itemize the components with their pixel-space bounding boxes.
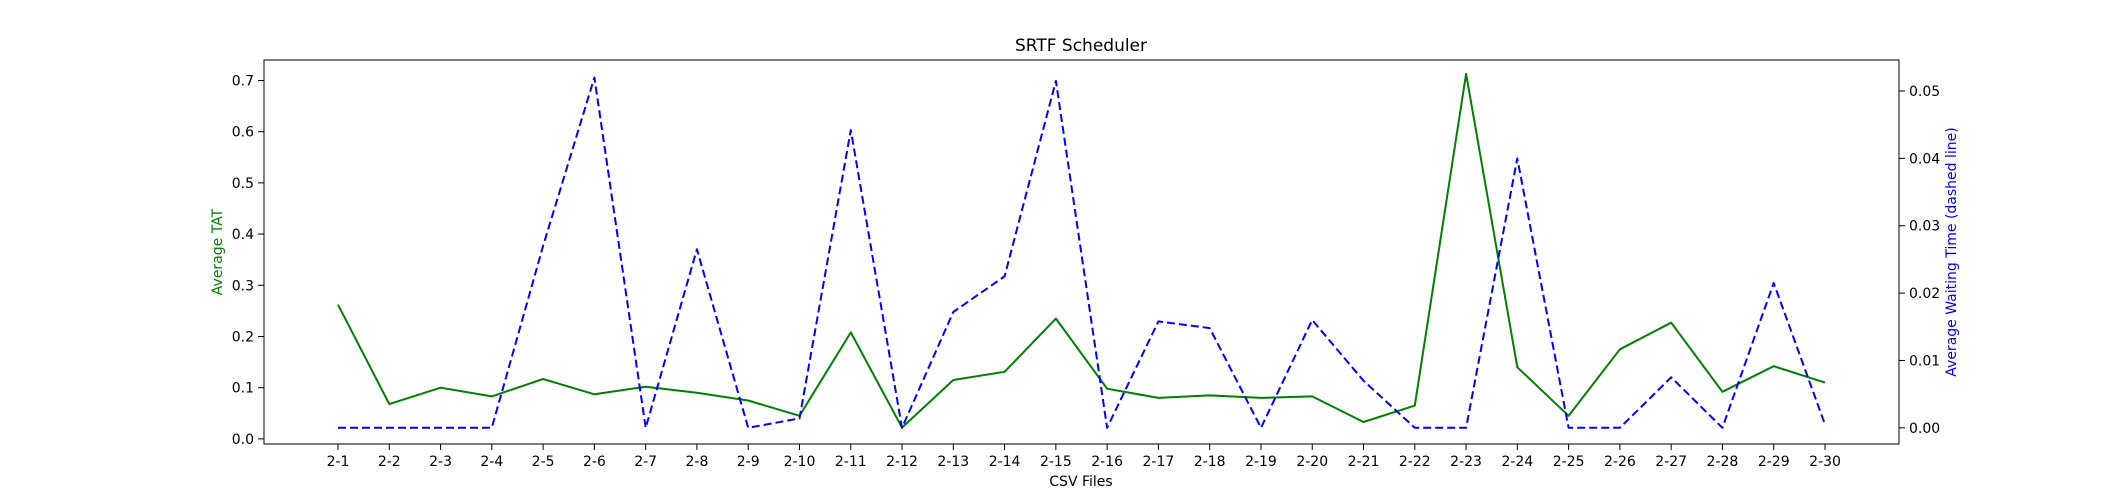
y-axis-right: 0.00 0.01 0.02 0.03 0.04 0.05 xyxy=(1899,84,1940,437)
x-tick-label: 2-17 xyxy=(1143,454,1175,470)
y-tick-left-label: 0.6 xyxy=(232,125,254,141)
x-tick-label: 2-10 xyxy=(784,454,816,470)
y-tick-right-label: 0.04 xyxy=(1909,151,1940,167)
x-tick-label: 2-27 xyxy=(1655,454,1687,470)
y-axis-title-right: Average Waiting Time (dashed line) xyxy=(1944,127,1960,376)
y-tick-right-label: 0.02 xyxy=(1909,286,1940,302)
x-tick-label: 2-6 xyxy=(583,454,606,470)
x-tick-label: 2-2 xyxy=(378,454,401,470)
x-tick-label: 2-30 xyxy=(1809,454,1841,470)
y-tick-right-label: 0.01 xyxy=(1909,353,1940,369)
series-layer xyxy=(337,72,1826,429)
x-tick-label: 2-3 xyxy=(429,454,452,470)
x-tick-label: 2-16 xyxy=(1091,454,1123,470)
y-tick-left-label: 0.3 xyxy=(232,278,254,294)
y-tick-right-label: 0.05 xyxy=(1909,84,1940,100)
x-tick-label: 2-9 xyxy=(737,454,760,470)
y-axis-title-left: Average TAT xyxy=(210,208,226,295)
y-tick-right-label: 0.00 xyxy=(1909,421,1940,437)
x-tick-label: 2-4 xyxy=(480,454,503,470)
x-tick-label: 2-23 xyxy=(1450,454,1482,470)
x-tick-label: 2-24 xyxy=(1501,454,1533,470)
y-tick-left-label: 0.5 xyxy=(232,176,254,192)
y-tick-right-label: 0.03 xyxy=(1909,219,1940,235)
x-tick-label: 2-18 xyxy=(1194,454,1226,470)
x-tick-label: 2-14 xyxy=(989,454,1021,470)
x-tick-label: 2-5 xyxy=(532,454,555,470)
y-tick-left-label: 0.4 xyxy=(232,227,254,243)
x-tick-label: 2-26 xyxy=(1604,454,1636,470)
x-axis-title: CSV Files xyxy=(1049,474,1112,490)
chart-title: SRTF Scheduler xyxy=(1015,36,1147,56)
x-axis: 2-1 2-2 2-3 2-4 2-5 2-6 2-7 2-8 2-9 2-10 2-11 2-12 2… xyxy=(327,444,1841,470)
x-tick-label: 2-1 xyxy=(327,454,350,470)
x-tick-label: 2-7 xyxy=(634,454,657,470)
x-tick-label: 2-21 xyxy=(1348,454,1380,470)
x-tick-label: 2-12 xyxy=(886,454,918,470)
x-tick-label: 2-15 xyxy=(1040,454,1072,470)
x-tick-label: 2-28 xyxy=(1707,454,1739,470)
x-tick-label: 2-11 xyxy=(835,454,867,470)
y-tick-left-label: 0.0 xyxy=(232,432,254,448)
x-tick-label: 2-29 xyxy=(1758,454,1790,470)
series-line-average-tat xyxy=(337,72,1826,429)
x-tick-label: 2-22 xyxy=(1399,454,1431,470)
y-tick-left-label: 0.7 xyxy=(232,73,254,89)
y-tick-left-label: 0.2 xyxy=(232,329,254,345)
x-tick-label: 2-19 xyxy=(1245,454,1277,470)
x-tick-label: 2-20 xyxy=(1296,454,1328,470)
x-tick-label: 2-25 xyxy=(1553,454,1585,470)
x-tick-label: 2-8 xyxy=(685,454,708,470)
x-tick-label: 2-13 xyxy=(937,454,969,470)
y-tick-left-label: 0.1 xyxy=(232,381,254,397)
y-axis-left: 0.0 0.1 0.2 0.3 0.4 0.5 0.6 0.7 xyxy=(232,73,264,448)
